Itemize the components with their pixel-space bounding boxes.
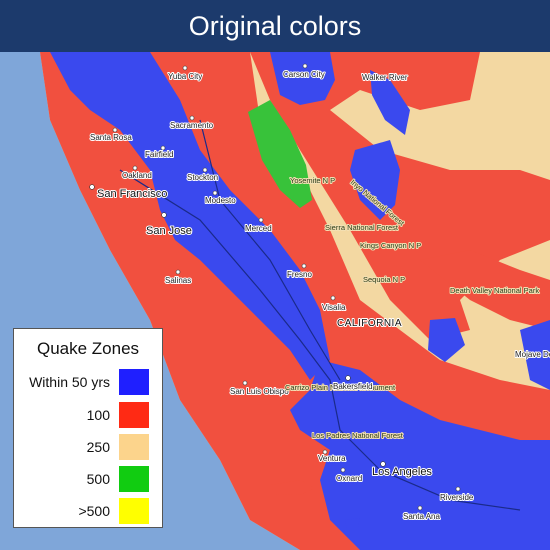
legend-item: 250 — [14, 434, 162, 460]
city-dot — [345, 375, 351, 381]
legend-item: >500 — [14, 498, 162, 524]
city-dot — [202, 167, 208, 173]
label-oakland: Oakland — [122, 171, 152, 180]
map-title: Original colors — [188, 10, 362, 41]
label-sierra: Sierra National Forest — [325, 223, 399, 232]
label-stockton: Stockton — [187, 173, 218, 182]
zone-50-mojave — [520, 320, 550, 390]
city-dots — [89, 63, 461, 511]
label-los-padres: Los Padres National Forest — [312, 431, 404, 440]
legend-swatch — [119, 402, 149, 428]
label-modesto: Modesto — [205, 196, 236, 205]
city-dot — [417, 505, 423, 511]
label-yuba-city: Yuba City — [168, 72, 202, 81]
legend-swatch — [119, 498, 149, 524]
label-sequoia: Sequoia N P — [363, 275, 405, 284]
zone-50-coast — [50, 52, 330, 380]
zone-50-sierra — [350, 140, 400, 220]
island — [345, 518, 360, 528]
legend-item-label: 500 — [86, 471, 110, 487]
label-mojave: Mojave De — [515, 350, 550, 359]
legend-title: Quake Zones — [36, 339, 140, 358]
label-kings-canyon: Kings Canyon N P — [360, 241, 421, 250]
legend-item-label: 100 — [86, 407, 110, 423]
zone-50-south — [290, 360, 550, 550]
label-santa-rosa: Santa Rosa — [90, 133, 132, 142]
label-salinas: Salinas — [165, 276, 191, 285]
label-merced: Merced — [245, 224, 272, 233]
label-fresno: Fresno — [287, 270, 312, 279]
label-yosemite: Yosemite N P — [290, 176, 335, 185]
city-dot — [455, 486, 461, 492]
label-riverside: Riverside — [440, 493, 474, 502]
legend-item-label: >500 — [78, 503, 110, 519]
label-carson-city: Carson City — [283, 70, 325, 79]
city-dot — [182, 65, 188, 71]
label-los-angeles: Los Angeles — [372, 466, 432, 478]
city-dot — [212, 190, 218, 196]
city-dot — [112, 127, 118, 133]
label-ventura: Ventura — [318, 454, 346, 463]
legend-swatch — [119, 369, 149, 395]
city-dot — [302, 63, 308, 69]
label-visalia: Visalia — [322, 303, 346, 312]
legend: Quake Zones Within 50 yrs 100 250 500 >5… — [13, 328, 163, 528]
legend-item: Within 50 yrs — [14, 369, 162, 395]
island — [270, 480, 315, 495]
zone-500-yosemite — [248, 100, 312, 208]
city-dot — [242, 380, 248, 386]
city-dot — [175, 269, 181, 275]
label-california: CALIFORNIA — [337, 318, 402, 329]
label-death-valley: Death Valley National Park — [450, 286, 539, 295]
label-walker-river: Walker River — [362, 73, 408, 82]
label-carrizo: Carrizo Plain National Monument — [285, 383, 396, 392]
highway — [119, 169, 381, 471]
legend-item: 100 — [14, 402, 162, 428]
highway — [199, 119, 341, 381]
city-dot — [340, 467, 346, 473]
label-san-francisco: San Francisco — [97, 188, 167, 200]
legend-item: 500 — [14, 466, 162, 492]
city-dot — [161, 212, 167, 218]
zone-50-east — [428, 318, 465, 362]
label-san-jose: San Jose — [146, 225, 192, 237]
label-fairfield: Fairfield — [145, 150, 173, 159]
city-dot — [301, 263, 307, 269]
city-dot — [89, 184, 95, 190]
label-bakersfield: Bakersfield — [333, 382, 373, 391]
legend-swatch — [119, 434, 149, 460]
city-dot — [380, 461, 386, 467]
quake-zone-map: Yuba City Carson City Walker River Sacra… — [0, 52, 550, 550]
label-santa-ana: Santa Ana — [403, 512, 440, 521]
legend-item-label: 250 — [86, 439, 110, 455]
city-dot — [258, 217, 264, 223]
legend-item-label: Within 50 yrs — [29, 374, 110, 390]
zone-100-east — [420, 250, 550, 330]
label-sacramento: Sacramento — [170, 121, 214, 130]
city-dot — [189, 115, 195, 121]
zone-50-carson — [270, 52, 335, 105]
label-san-luis-obispo: San Luis Obispo — [230, 387, 289, 396]
city-dot — [330, 295, 336, 301]
highway — [379, 469, 521, 511]
city-dot — [322, 449, 328, 455]
city-dot — [160, 145, 166, 151]
map-header: Original colors — [0, 0, 550, 52]
legend-swatch — [119, 466, 149, 492]
city-dot — [132, 165, 138, 171]
zone-50-walker — [370, 70, 410, 135]
label-oxnard: Oxnard — [336, 474, 362, 483]
